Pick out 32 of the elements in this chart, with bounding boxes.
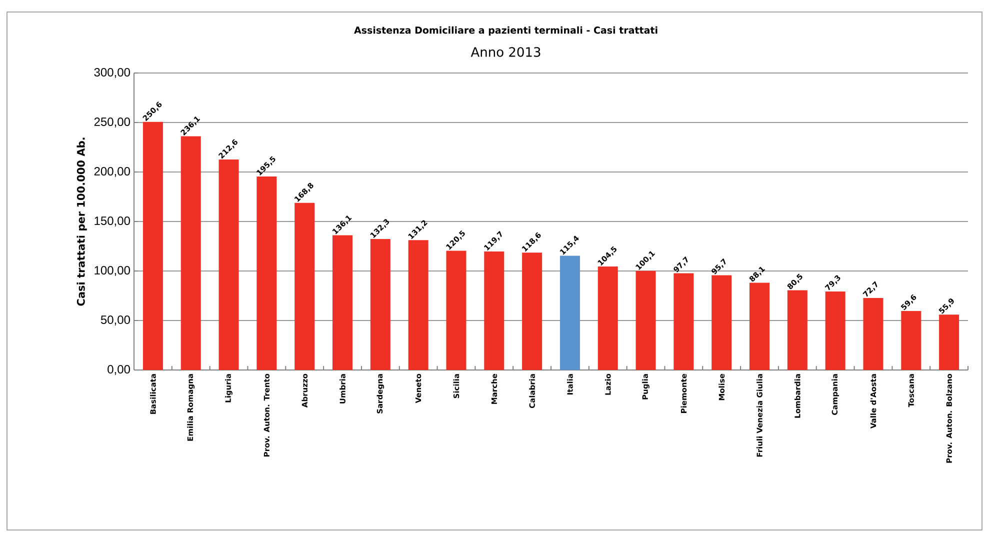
bar <box>939 314 960 370</box>
bar <box>180 136 201 370</box>
bar <box>598 266 618 370</box>
bar <box>332 235 353 370</box>
bar <box>863 298 884 370</box>
bar <box>218 160 239 370</box>
bar <box>901 310 922 370</box>
y-tick-label: 150,00 <box>94 216 130 226</box>
chart-title: Assistenza Domiciliare a pazienti terminali - Casi trattati <box>354 26 658 36</box>
y-tick-label: 100,00 <box>94 266 130 276</box>
chart-subtitle: Anno 2013 <box>470 47 540 57</box>
bar <box>674 273 694 370</box>
bar <box>522 252 542 370</box>
bar <box>787 290 808 370</box>
bar <box>750 282 770 370</box>
bar <box>294 202 315 370</box>
bar <box>370 239 390 370</box>
y-tick-label: 250,00 <box>94 118 130 128</box>
bar <box>484 251 504 370</box>
bar <box>408 240 428 370</box>
bar <box>636 270 656 370</box>
y-tick-label: 0,00 <box>108 365 130 375</box>
y-tick-label: 200,00 <box>94 167 130 177</box>
bar <box>142 122 163 370</box>
y-tick-label: 300,00 <box>94 68 130 78</box>
bar <box>256 176 277 370</box>
bar <box>825 291 846 370</box>
bar <box>560 256 580 370</box>
y-axis-title: Casi trattati per 100.000 Ab. <box>76 138 87 306</box>
bar <box>712 275 732 370</box>
y-tick-label: 50,00 <box>100 316 130 326</box>
bar <box>446 250 466 370</box>
